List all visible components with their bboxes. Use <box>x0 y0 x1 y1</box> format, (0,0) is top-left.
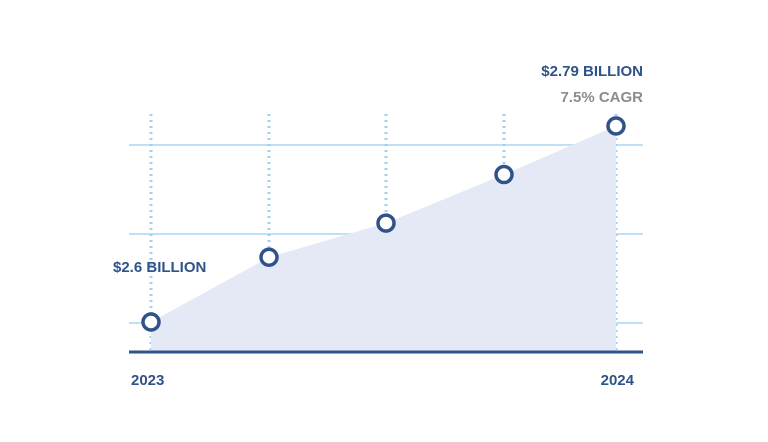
area-fill <box>151 126 616 352</box>
x-tick-label-end: 2024 <box>601 372 635 389</box>
data-points <box>141 116 626 332</box>
cagr-label: 7.5% CAGR <box>560 89 643 106</box>
data-point-0 <box>141 312 161 332</box>
x-tick-label-start: 2023 <box>131 372 164 389</box>
end-value-label: $2.79 BILLION <box>541 63 643 80</box>
data-point-4 <box>606 116 626 136</box>
data-point-2 <box>376 213 396 233</box>
data-point-3 <box>494 164 514 185</box>
start-value-label: $2.6 BILLION <box>113 259 206 276</box>
data-point-1 <box>259 247 279 268</box>
